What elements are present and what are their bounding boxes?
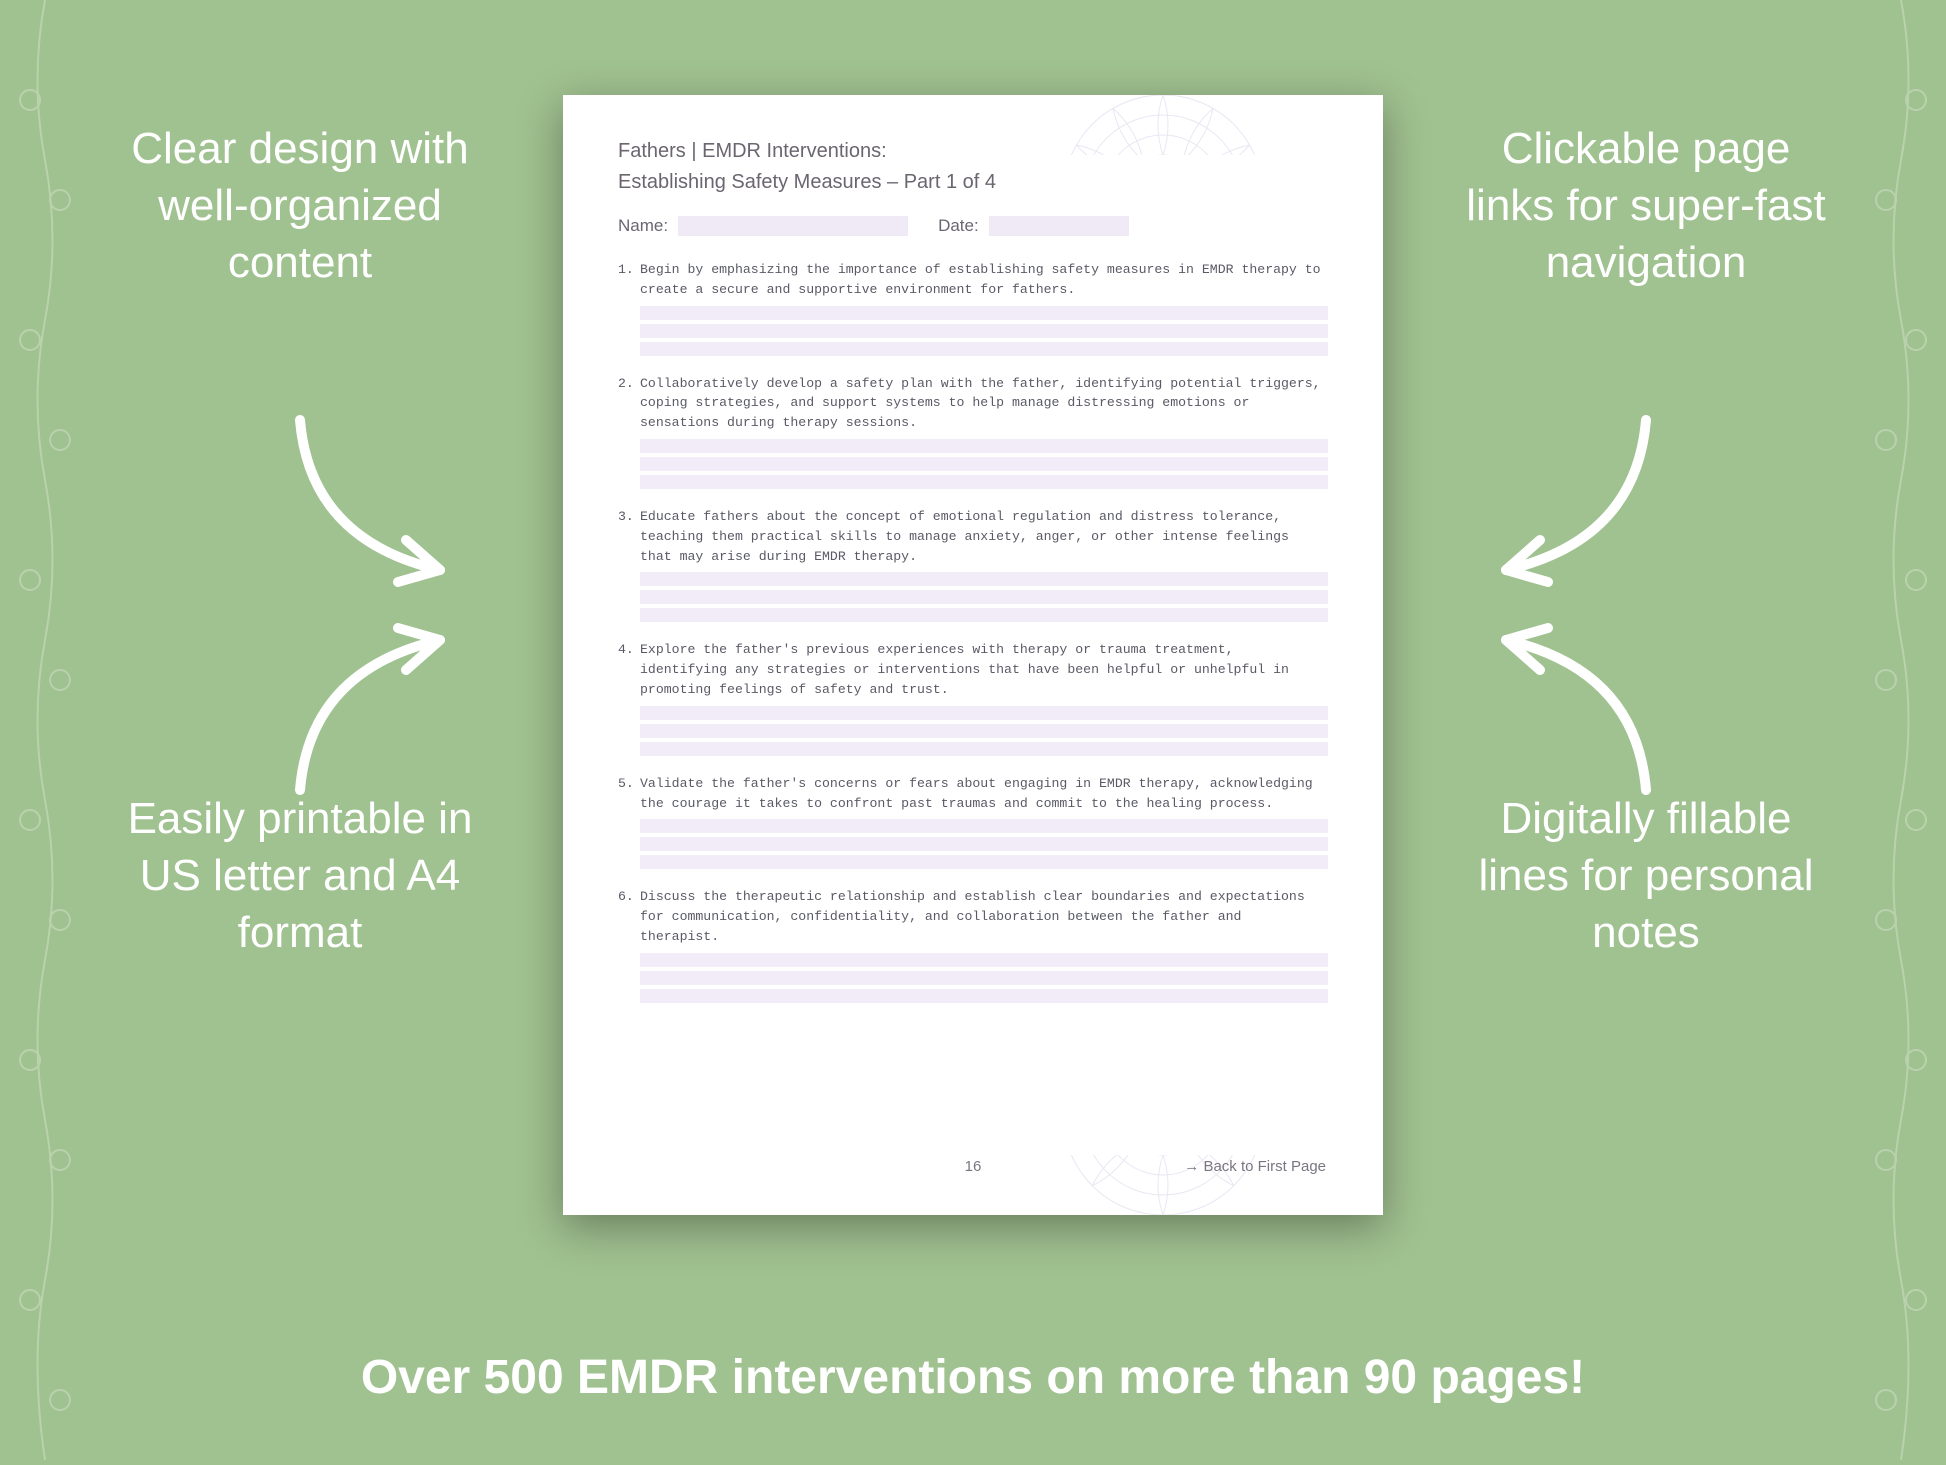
fill-lines[interactable] — [640, 706, 1328, 756]
list-item: Discuss the therapeutic relationship and… — [618, 887, 1328, 1002]
name-field: Name: — [618, 216, 908, 236]
callout-bottom-right: Digitally fillable lines for personal no… — [1466, 790, 1826, 962]
fill-lines[interactable] — [640, 953, 1328, 1003]
callout-top-right: Clickable page links for super-fast navi… — [1466, 120, 1826, 292]
list-item: Explore the father's previous experience… — [618, 640, 1328, 755]
document-page: Fathers | EMDR Interventions: Establishi… — [563, 95, 1383, 1215]
arrow-tl-icon — [270, 400, 480, 610]
name-label: Name: — [618, 216, 668, 236]
page-content: Fathers | EMDR Interventions: Establishi… — [618, 140, 1328, 1175]
floral-border-left — [0, 0, 90, 1460]
item-text: Begin by emphasizing the importance of e… — [640, 262, 1321, 297]
fill-lines[interactable] — [640, 306, 1328, 356]
item-text: Discuss the therapeutic relationship and… — [640, 889, 1305, 944]
item-list: Begin by emphasizing the importance of e… — [618, 260, 1328, 1021]
meta-row: Name: Date: — [618, 216, 1328, 236]
arrow-bl-icon — [270, 600, 480, 810]
promo-footer-text: Over 500 EMDR interventions on more than… — [0, 1350, 1946, 1405]
doc-subtitle: Establishing Safety Measures – Part 1 of… — [618, 171, 1328, 194]
date-label: Date: — [938, 216, 979, 236]
arrow-tr-icon — [1466, 400, 1676, 610]
list-item: Validate the father's concerns or fears … — [618, 774, 1328, 870]
page-footer: 16 → Back to First Page — [618, 1158, 1328, 1175]
item-text: Collaboratively develop a safety plan wi… — [640, 376, 1321, 431]
fill-lines[interactable] — [640, 819, 1328, 869]
name-input[interactable] — [678, 216, 908, 236]
floral-border-right — [1856, 0, 1946, 1460]
fill-lines[interactable] — [640, 439, 1328, 489]
doc-title: Fathers | EMDR Interventions: — [618, 140, 1328, 163]
item-text: Explore the father's previous experience… — [640, 642, 1289, 697]
arrow-br-icon — [1466, 600, 1676, 810]
list-item: Educate fathers about the concept of emo… — [618, 507, 1328, 622]
date-field: Date: — [938, 216, 1129, 236]
callout-bottom-left: Easily printable in US letter and A4 for… — [120, 790, 480, 962]
date-input[interactable] — [989, 216, 1129, 236]
item-text: Validate the father's concerns or fears … — [640, 776, 1313, 811]
callout-top-left: Clear design with well-organized content — [120, 120, 480, 292]
list-item: Begin by emphasizing the importance of e… — [618, 260, 1328, 356]
list-item: Collaboratively develop a safety plan wi… — [618, 374, 1328, 489]
item-text: Educate fathers about the concept of emo… — [640, 509, 1289, 564]
back-to-first-link[interactable]: → Back to First Page — [1184, 1158, 1326, 1175]
page-number: 16 — [965, 1158, 982, 1175]
fill-lines[interactable] — [640, 572, 1328, 622]
